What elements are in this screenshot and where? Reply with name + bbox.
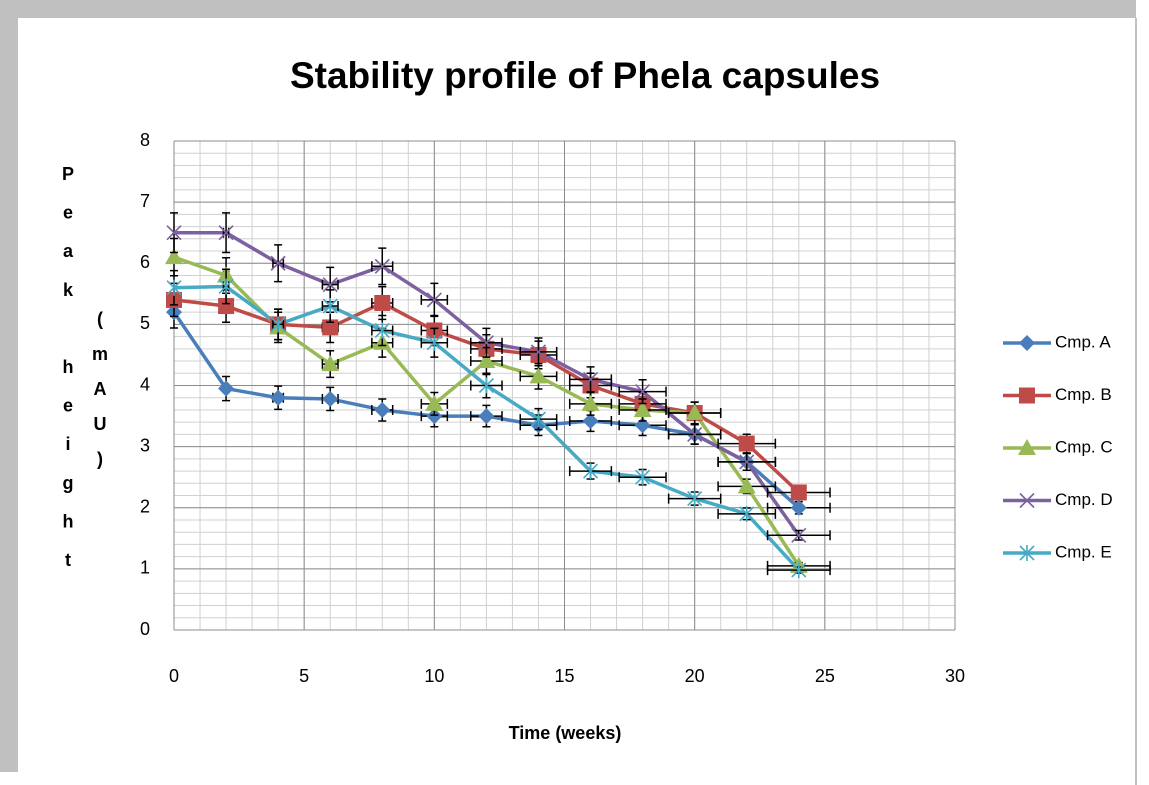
x-tick-label: 0 — [169, 666, 179, 686]
frame-left — [0, 0, 18, 772]
marker — [374, 294, 391, 311]
marker — [738, 435, 755, 452]
marker — [322, 319, 339, 336]
marker — [166, 279, 182, 296]
x-tick-label: 25 — [815, 666, 835, 686]
marker — [322, 277, 338, 293]
y-axis-unit: (m A U) — [92, 309, 108, 469]
marker — [218, 225, 234, 241]
marker — [582, 463, 599, 480]
marker — [270, 255, 286, 271]
marker — [478, 377, 494, 394]
frame-right — [1135, 18, 1137, 785]
marker — [478, 408, 495, 425]
marker — [165, 248, 183, 265]
legend-label: Cmp. A — [1055, 332, 1111, 351]
marker — [374, 322, 390, 339]
y-tick-label: 8 — [140, 130, 150, 150]
legend-marker — [1019, 545, 1035, 561]
marker — [166, 225, 182, 241]
x-tick-label: 5 — [299, 666, 309, 686]
y-tick-label: 2 — [140, 497, 150, 517]
y-tick-label: 0 — [140, 619, 150, 639]
marker — [739, 454, 755, 470]
marker — [791, 562, 807, 579]
legend-marker — [1019, 335, 1035, 351]
marker — [478, 335, 494, 351]
legend-label: Cmp. C — [1055, 437, 1113, 456]
x-tick-label: 10 — [424, 666, 444, 686]
y-tick-label: 5 — [140, 313, 150, 333]
marker — [685, 404, 704, 421]
marker — [582, 412, 599, 429]
marker — [790, 499, 807, 516]
chart-title: Stability profile of Phela capsules — [290, 55, 880, 96]
marker — [321, 355, 340, 372]
legend-label: Cmp. E — [1055, 542, 1112, 561]
marker — [374, 401, 391, 418]
frame-top — [0, 0, 1136, 18]
marker — [322, 390, 339, 407]
marker — [635, 469, 651, 486]
marker — [633, 400, 652, 417]
legend-label: Cmp. D — [1055, 490, 1113, 509]
marker — [739, 505, 755, 522]
y-tick-label: 3 — [140, 435, 150, 455]
marker — [426, 334, 442, 351]
marker — [582, 371, 599, 387]
marker — [737, 477, 756, 494]
marker — [322, 298, 338, 315]
marker — [218, 298, 235, 315]
marker — [218, 278, 234, 295]
marker — [477, 352, 496, 369]
x-tick-label: 30 — [945, 666, 965, 686]
y-tick-label: 1 — [140, 558, 150, 578]
y-tick-label: 4 — [140, 374, 150, 394]
x-tick-label: 15 — [554, 666, 574, 686]
legend-marker — [1018, 439, 1036, 455]
marker — [218, 380, 235, 397]
x-axis-title: Time (weeks) — [509, 723, 622, 743]
grid — [173, 140, 956, 631]
marker — [270, 389, 287, 406]
marker — [791, 527, 807, 543]
marker — [529, 367, 548, 384]
marker — [374, 258, 390, 274]
legend-marker — [1019, 387, 1035, 404]
marker — [270, 316, 286, 333]
marker — [426, 408, 443, 425]
legend-label: Cmp. B — [1055, 385, 1112, 404]
marker — [425, 394, 444, 411]
marker — [635, 384, 651, 400]
y-tick-label: 6 — [140, 252, 150, 272]
marker — [687, 490, 703, 507]
marker — [687, 426, 703, 442]
marker — [530, 411, 547, 428]
y-tick-label: 7 — [140, 191, 150, 211]
marker — [530, 344, 547, 360]
marker — [426, 292, 442, 308]
legend-marker — [1019, 492, 1035, 509]
marker — [790, 484, 807, 501]
marker — [581, 394, 600, 411]
x-tick-label: 20 — [685, 666, 705, 686]
